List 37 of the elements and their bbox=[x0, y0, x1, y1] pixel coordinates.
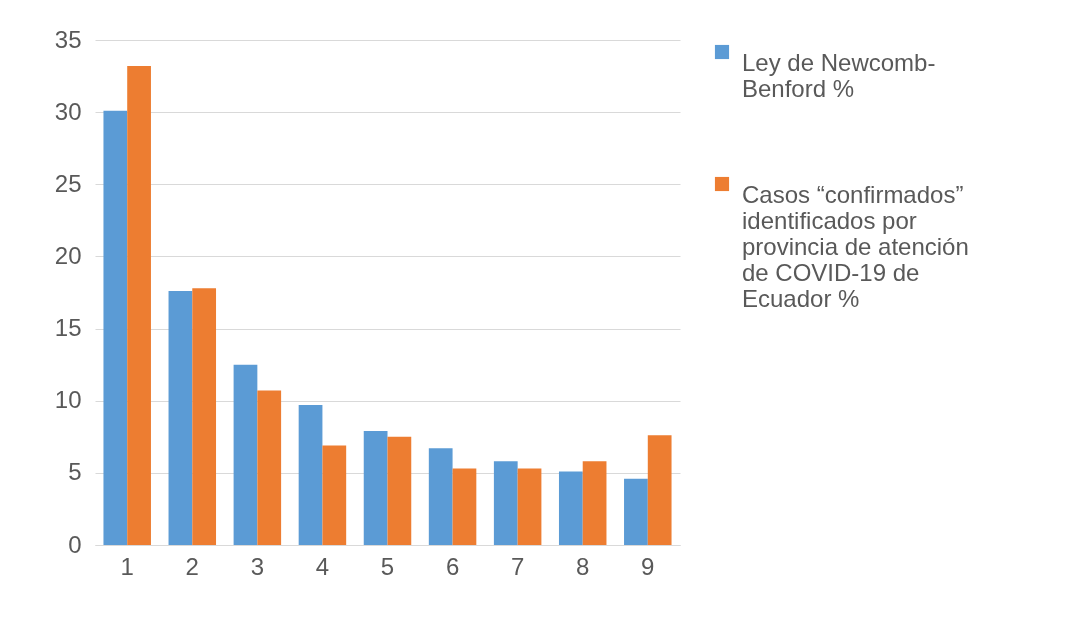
y-tick-label: 25 bbox=[54, 169, 82, 197]
bar bbox=[624, 478, 648, 545]
bar bbox=[428, 448, 453, 545]
bar bbox=[322, 445, 347, 545]
y-tick-label: 0 bbox=[68, 530, 82, 558]
y-tick-label: 5 bbox=[68, 458, 82, 486]
bar bbox=[387, 436, 412, 545]
bar bbox=[233, 364, 258, 545]
y-tick-label: 15 bbox=[54, 314, 82, 342]
bar bbox=[517, 468, 542, 545]
bar bbox=[493, 461, 518, 545]
legend-label: Casos “confirmados” identificados por provincia de atención de COVID-19 de Ecuador % bbox=[742, 181, 969, 312]
y-tick-label: 10 bbox=[54, 386, 82, 414]
x-tick-label: 2 bbox=[185, 552, 199, 580]
bar bbox=[582, 461, 607, 545]
bar bbox=[103, 110, 128, 545]
x-tick-label: 3 bbox=[250, 552, 265, 580]
x-tick-label: 6 bbox=[445, 552, 460, 580]
y-tick-label: 35 bbox=[54, 25, 82, 53]
bar bbox=[298, 405, 323, 545]
x-tick-label: 7 bbox=[510, 552, 525, 580]
y-tick-label: 20 bbox=[54, 241, 82, 269]
bar bbox=[558, 471, 583, 545]
x-tick-label: 1 bbox=[120, 552, 134, 580]
bar bbox=[452, 468, 477, 545]
y-tick-label: 30 bbox=[54, 97, 82, 125]
x-tick-label: 9 bbox=[641, 552, 655, 580]
bar bbox=[257, 390, 282, 545]
bar bbox=[192, 288, 217, 545]
x-tick-label: 4 bbox=[315, 552, 330, 580]
legend-label: Ley de Newcomb-Benford % bbox=[742, 49, 936, 102]
bar bbox=[363, 431, 388, 545]
x-tick-label: 5 bbox=[380, 552, 395, 580]
x-tick-label: 8 bbox=[576, 552, 590, 580]
bar bbox=[647, 435, 672, 545]
bar bbox=[127, 65, 151, 545]
bar bbox=[168, 291, 193, 545]
